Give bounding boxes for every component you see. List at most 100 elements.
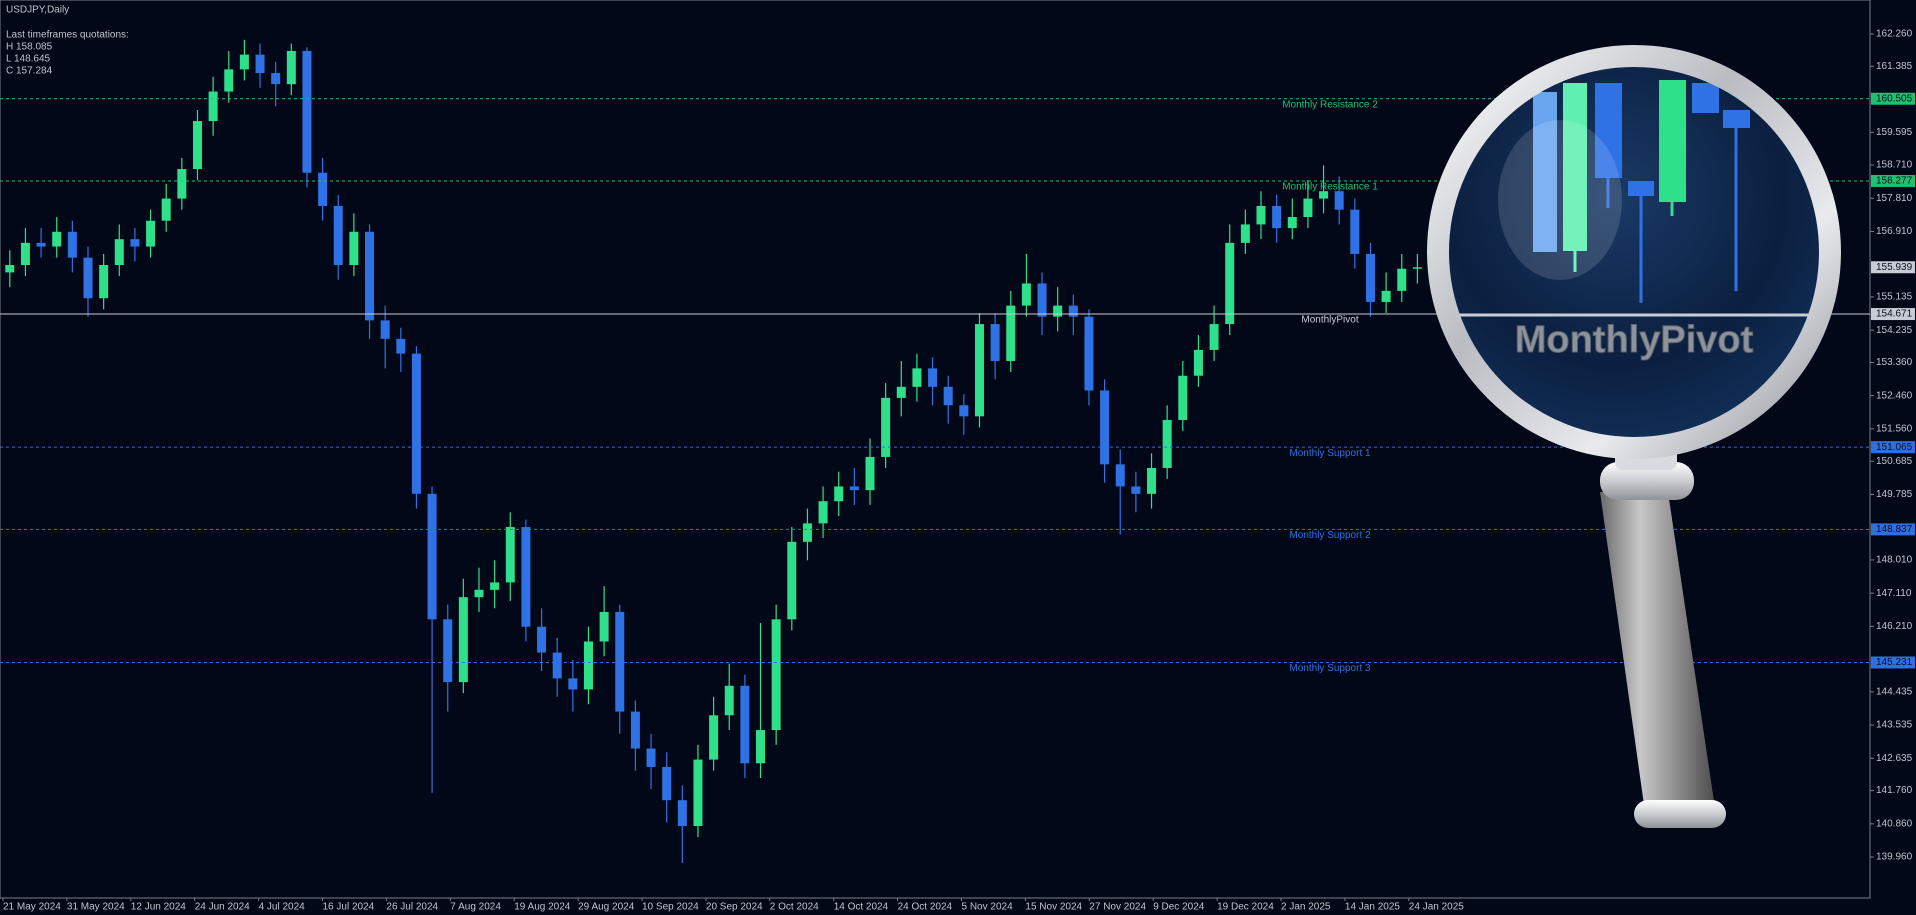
candle-body (286, 50, 296, 85)
candle-body (662, 766, 672, 801)
y-tick-label: 159.595 (1876, 127, 1913, 138)
magnifier-handle (1600, 492, 1715, 812)
lens (1448, 66, 1820, 438)
level-price-label: 154.671 (1876, 309, 1913, 320)
level-price-box (1871, 92, 1915, 105)
handle-collar (1600, 462, 1694, 500)
candle-body (912, 368, 922, 387)
y-tick-label: 152.460 (1876, 390, 1913, 401)
candle-body (599, 611, 609, 642)
x-tick-label: 26 Jul 2024 (386, 902, 438, 913)
candle-body (146, 220, 156, 247)
candle-body (396, 338, 406, 354)
candle-body (583, 641, 593, 690)
y-tick-label: 144.435 (1876, 687, 1913, 698)
candle-body (192, 121, 202, 170)
candle-body (568, 678, 578, 690)
y-tick-label: 151.560 (1876, 424, 1913, 435)
candle-body (1303, 198, 1313, 218)
x-tick-label: 24 Oct 2024 (898, 902, 953, 913)
chart-title: USDJPY,Daily (6, 5, 69, 16)
level-name: Monthly Resistance 2 (1282, 99, 1378, 110)
x-tick-label: 29 Aug 2024 (578, 902, 635, 913)
x-tick-label: 21 May 2024 (3, 902, 61, 913)
magnifier: MonthlyPivot (1427, 45, 1841, 828)
candle-body (20, 242, 30, 266)
y-tick-label: 146.210 (1876, 621, 1913, 632)
x-tick-label: 19 Aug 2024 (514, 902, 571, 913)
candle-body (1272, 205, 1282, 229)
candle-body (474, 589, 484, 598)
candle-body (1365, 253, 1375, 302)
candle-body (239, 54, 249, 70)
candle-body (1084, 316, 1094, 391)
candle-body (1037, 283, 1047, 317)
x-tick-label: 14 Oct 2024 (834, 902, 889, 913)
x-tick-label: 31 May 2024 (67, 902, 125, 913)
candle-body (161, 198, 171, 221)
x-tick-label: 10 Sep 2024 (642, 902, 699, 913)
candle-body (1100, 390, 1110, 465)
lens-label: MonthlyPivot (1515, 319, 1754, 361)
candle-body (83, 257, 93, 299)
candle-body (1162, 420, 1172, 469)
candle-body (1053, 305, 1063, 317)
candle-body (943, 386, 953, 406)
candle-body (302, 50, 312, 173)
candle-body (818, 501, 828, 524)
x-tick-label: 5 Nov 2024 (962, 902, 1014, 913)
candle-body (615, 611, 625, 712)
level-price-box (1871, 656, 1915, 669)
lens-ring (1427, 45, 1841, 459)
level-price-label: 145.231 (1876, 657, 1913, 668)
candle-body (130, 239, 140, 247)
candle-body (333, 205, 343, 266)
y-tick-label: 143.535 (1876, 720, 1913, 731)
candle-body (881, 397, 891, 457)
x-tick-label: 16 Jul 2024 (323, 902, 375, 913)
candle-body (365, 231, 375, 321)
quotes-title: Last timeframes quotations: (6, 30, 129, 41)
chart-layer: 162.260 161.385 159.595 158.710 157.810 156.9… (0, 29, 1915, 913)
candle-body (114, 239, 124, 266)
candle-body (756, 730, 766, 764)
candle-body (458, 597, 468, 683)
level-price-label: 160.505 (1876, 93, 1913, 104)
candle-body (974, 324, 984, 417)
candle-body (849, 486, 859, 491)
x-tick-label: 14 Jan 2025 (1345, 902, 1400, 913)
x-tick-label: 2 Oct 2024 (770, 902, 819, 913)
candle-body (490, 582, 500, 590)
candle-body (1412, 267, 1422, 269)
x-tick-label: 15 Nov 2024 (1025, 902, 1082, 913)
y-tick-label: 158.710 (1876, 160, 1913, 171)
x-tick-label: 7 Aug 2024 (450, 902, 501, 913)
x-tick-label: 12 Jun 2024 (131, 902, 186, 913)
candle-body (1006, 305, 1016, 361)
level-price-box (1871, 308, 1915, 321)
candle-body (318, 172, 328, 206)
candle-body (1193, 349, 1203, 376)
candle-body (537, 626, 547, 653)
candle-body (1178, 375, 1188, 421)
candle-body (1397, 268, 1407, 291)
y-tick-label: 153.360 (1876, 357, 1913, 368)
candle-body (99, 265, 109, 299)
y-tick-label: 155.135 (1876, 292, 1913, 303)
last-price-box (1871, 261, 1915, 274)
candle-body (552, 652, 562, 679)
candle-body (1334, 191, 1344, 210)
candle-body (740, 685, 750, 764)
level-name: Monthly Support 2 (1289, 530, 1371, 541)
candle-body (1021, 283, 1031, 306)
candle-body (443, 619, 453, 683)
candle-body (427, 493, 437, 620)
candle-body (52, 231, 62, 247)
candle-body (802, 523, 812, 542)
x-tick-label: 24 Jun 2024 (195, 902, 250, 913)
candle-body (1131, 486, 1141, 494)
candle-body (771, 619, 781, 731)
candle-body (1240, 224, 1250, 243)
